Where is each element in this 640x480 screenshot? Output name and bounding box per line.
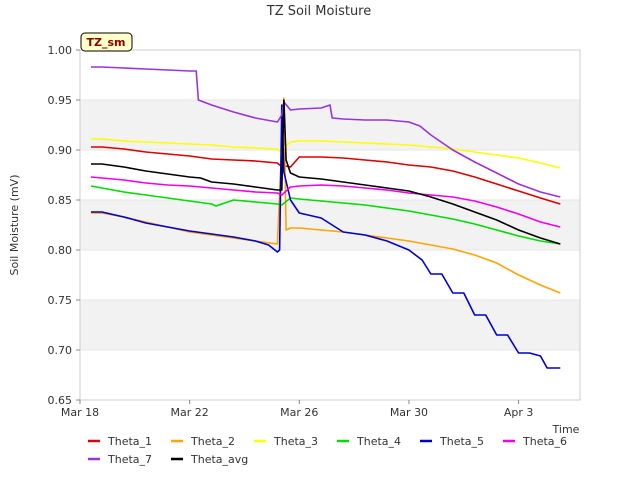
plot-border <box>79 49 581 401</box>
y-tick-label: 0.65 <box>48 394 73 407</box>
x-tick-label: Mar 26 <box>280 406 318 419</box>
x-axis-label: Time <box>552 423 580 436</box>
badge-box <box>80 32 133 52</box>
series-line-theta-1 <box>91 146 561 205</box>
y-axis: 0.65 0.70 0.75 0.80 0.85 0.90 0.95 1.00 <box>48 44 80 407</box>
legend-label-theta-5: Theta_5 <box>439 435 484 448</box>
x-tick-label: Mar 22 <box>171 406 209 419</box>
x-tick-label: Mar 30 <box>390 406 428 419</box>
legend: Theta_1 Theta_2 Theta_3 Theta_4 Theta_5 Theta… <box>88 435 567 466</box>
badge: TZ_sm <box>80 32 133 52</box>
legend-label-theta-3: Theta_3 <box>273 435 318 448</box>
series-line-theta-3 <box>91 138 561 169</box>
x-axis: Mar 18 Mar 22 Mar 26 Mar 30 Apr 3 <box>61 400 533 419</box>
grid-band <box>80 200 580 250</box>
y-tick-label: 0.85 <box>48 194 73 207</box>
x-tick-label: Apr 3 <box>504 406 534 419</box>
series-line-theta-7 <box>91 66 561 198</box>
legend-label-theta-2: Theta_2 <box>190 435 235 448</box>
legend-label-theta-1: Theta_1 <box>107 435 152 448</box>
series-line-theta-5 <box>91 104 561 369</box>
y-axis-label: Soil Moisture (mV) <box>8 175 21 276</box>
y-tick-label: 0.70 <box>48 344 73 357</box>
y-tick-label: 1.00 <box>48 44 73 57</box>
legend-label-theta-4: Theta_4 <box>356 435 401 448</box>
series-line-theta-6 <box>90 176 561 228</box>
series-line-theta-avg <box>91 99 561 245</box>
series-line-theta-4 <box>90 185 561 245</box>
grid-band <box>80 300 580 350</box>
plot-area <box>79 49 581 401</box>
legend-label-theta-7: Theta_7 <box>107 453 152 466</box>
chart-title: TZ Soil Moisture <box>266 4 372 19</box>
x-tick-label: Mar 18 <box>61 406 99 419</box>
y-tick-label: 0.95 <box>48 94 73 107</box>
badge-label: TZ_sm <box>87 36 126 49</box>
y-tick-label: 0.75 <box>48 294 73 307</box>
legend-label-theta-6: Theta_6 <box>522 435 567 448</box>
series-layer <box>90 66 561 369</box>
y-tick-label: 0.90 <box>48 144 73 157</box>
y-tick-label: 0.80 <box>48 244 73 257</box>
legend-label-theta-avg: Theta_avg <box>190 453 248 466</box>
